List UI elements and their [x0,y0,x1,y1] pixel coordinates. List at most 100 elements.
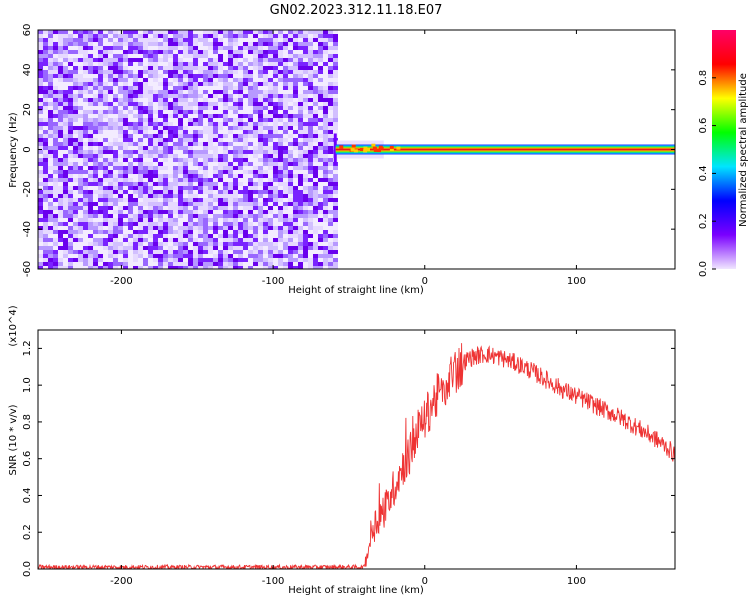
spectrogram-cell [328,54,333,58]
spectrogram-cell [48,106,53,110]
spectrogram-cell [108,210,113,214]
spectrogram-cell [293,154,298,158]
spectrogram-cell [223,50,228,54]
spectrogram-cell [158,234,163,238]
spectrogram-cell [78,186,83,190]
spectrogram-cell [83,238,88,242]
spectrogram-cell [118,162,123,166]
spectrogram-cell [268,50,273,54]
spectrogram-cell [63,146,68,150]
spectrogram-cell [93,230,98,234]
spectrogram-cell [248,186,253,190]
spectrogram-cell [298,178,303,182]
spectrogram-cell [248,222,253,226]
spectrogram-cell [223,206,228,210]
spectrogram-cell [68,174,73,178]
spectrogram-cell [228,202,233,206]
spectrogram-cell [323,138,328,142]
figure-title: GN02.2023.312.11.18.E07 [270,3,443,18]
spectrogram-cell [328,246,333,250]
spectrogram-cell [48,138,53,142]
spectrogram-cell [168,154,173,158]
spectrogram-cell [218,102,223,106]
spectrogram-cell [258,94,263,98]
spectrogram-cell [303,158,308,162]
spectrogram-cell [193,134,198,138]
spectrogram-cell [283,66,288,70]
spectrogram-cell [258,74,263,78]
spectrogram-cell [323,170,328,174]
spectrogram-cell [88,242,93,246]
spectrogram-cell [283,242,288,246]
spectrogram-cell [218,146,223,150]
spectrogram-cell [238,66,243,70]
spectrogram-cell [203,50,208,54]
spectrogram-cell [38,206,43,210]
spectrogram-cell [213,110,218,114]
spectrogram-cell [113,58,118,62]
spectrogram-cell [308,182,313,186]
spectrogram-cell [63,154,68,158]
spectrogram-cell [93,114,98,118]
spectrogram-cell [273,238,278,242]
spectrogram-cell [103,202,108,206]
spectrogram-cell [173,122,178,126]
spectrogram-cell [318,46,323,50]
spectrogram-cell [258,238,263,242]
spectrogram-cell [243,226,248,230]
spectrogram-cell [218,46,223,50]
spectrogram-cell [48,218,53,222]
spectrogram-cell [43,150,48,154]
spectrogram-cell [128,158,133,162]
spectrogram-cell [153,90,158,94]
spectrogram-cell [73,94,78,98]
spectrogram-cell [68,214,73,218]
spectrogram-cell [133,262,138,266]
spectrogram-cell [58,86,63,90]
spectrogram-cell [103,78,108,82]
spectrogram-cell [278,194,283,198]
spectrogram-cell [48,130,53,134]
spectrogram-cell [173,218,178,222]
spectrogram-cell [303,66,308,70]
spectrogram-cell [308,150,313,154]
spectrogram-cell [178,170,183,174]
spectrogram-cell [83,122,88,126]
spectrogram-cell [328,234,333,238]
spectrogram-cell [318,210,323,214]
spectrogram-cell [228,130,233,134]
spectrogram-cell [128,146,133,150]
spectrogram-cell [233,162,238,166]
spectrogram-cell [173,186,178,190]
spectrogram-cell [303,46,308,50]
spectrogram-cell [288,102,293,106]
spectrogram-cell [233,142,238,146]
spectrogram-cell [298,66,303,70]
spectrogram-cell [98,78,103,82]
spectrogram-cell [288,106,293,110]
spectrogram-cell [173,234,178,238]
spectrogram-cell [283,42,288,46]
spectrogram-cell [88,174,93,178]
spectrogram-cell [213,254,218,258]
spectrogram-cell [283,266,288,269]
spectrogram-cell [78,182,83,186]
spectrogram-cell [278,222,283,226]
spectrogram-cell [183,182,188,186]
spectrogram-cell [78,30,83,34]
spectrogram-cell [248,210,253,214]
spectrogram-cell [303,198,308,202]
spectrogram-cell [253,82,258,86]
spectrogram-cell [163,142,168,146]
spectrogram-cell [268,98,273,102]
spectrogram-cell [323,186,328,190]
spectrogram-cell [298,126,303,130]
spectrogram-cell [208,122,213,126]
snr-frame [37,329,676,570]
spectrogram-cell [98,178,103,182]
spectrogram-cell [233,174,238,178]
spectrogram-cell [58,246,63,250]
spectrogram-cell [233,186,238,190]
spectrogram-cell [288,194,293,198]
spectrogram-cell [148,178,153,182]
